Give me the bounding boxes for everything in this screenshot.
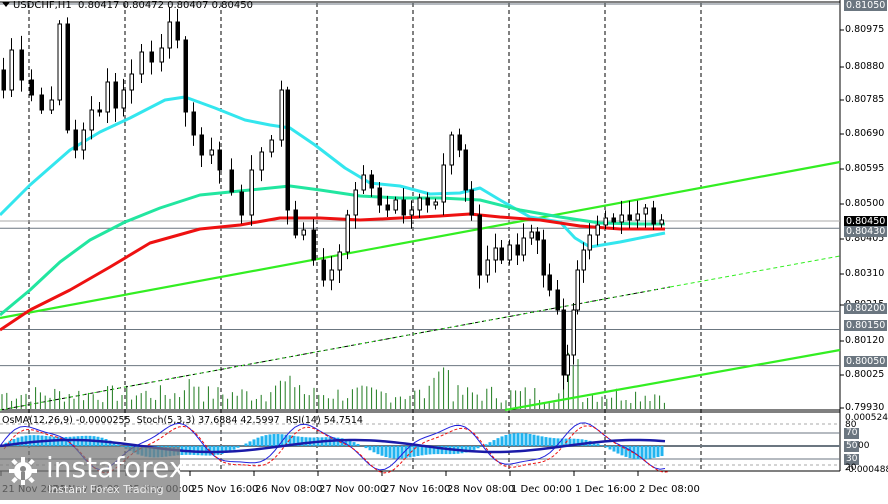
price-tag: 0.80430 bbox=[844, 226, 888, 237]
price-tick: 0.80595 bbox=[845, 163, 885, 174]
price-tick: 0.80120 bbox=[845, 335, 885, 346]
osma-label: OsMA(12,26,9) -0.0000255 bbox=[2, 415, 131, 426]
price-tick: 0.80880 bbox=[845, 61, 885, 72]
indicator-level-label: 30 bbox=[844, 454, 860, 465]
indicator-header: OsMA(12,26,9) -0.0000255 Stoch(5,3,3) 37… bbox=[2, 415, 363, 426]
time-tick: 27 Nov 00:00 bbox=[319, 484, 387, 495]
price-tag: 0.81050 bbox=[844, 0, 888, 11]
indicator-level-label: 50 bbox=[844, 441, 860, 452]
time-tick: 26 Nov 08:00 bbox=[255, 484, 323, 495]
time-tick: 1 Dec 16:00 bbox=[575, 484, 636, 495]
rsi-label: RSI(14) 54.7514 bbox=[285, 415, 363, 426]
price-tag: 0.80150 bbox=[844, 320, 888, 331]
indicator-level-label: 80 bbox=[845, 420, 857, 430]
price-tag: 0.80200 bbox=[844, 303, 888, 314]
time-tick: 1 Dec 00:00 bbox=[511, 484, 572, 495]
indicator-level-label: 0.0005246 bbox=[845, 413, 888, 423]
price-tick: 0.80785 bbox=[845, 94, 885, 105]
price-tick: 0.79930 bbox=[845, 402, 885, 413]
logo-tagline: Instant Forex Trading bbox=[48, 483, 164, 496]
time-tick: 25 Nov 16:00 bbox=[191, 484, 259, 495]
ohlc-values: 0.80417 0.80472 0.80407 0.80450 bbox=[78, 0, 253, 11]
price-tick: 0.80405 bbox=[845, 233, 885, 244]
logo-name: instaforex bbox=[46, 451, 186, 484]
chart-title: USDCHF,H1 0.80417 0.80472 0.80407 0.8045… bbox=[2, 0, 253, 11]
gear-logo-icon bbox=[9, 457, 37, 485]
time-tick: 28 Nov 08:00 bbox=[447, 484, 515, 495]
price-tick: 0.80975 bbox=[845, 24, 885, 35]
price-tag: 0.80450 bbox=[844, 216, 888, 227]
time-tick: 27 Nov 16:00 bbox=[383, 484, 451, 495]
price-tick: 0.80690 bbox=[845, 128, 885, 139]
symbol-label: USDCHF,H1 bbox=[13, 0, 72, 11]
price-tick: 0.80025 bbox=[845, 369, 885, 380]
indicator-level-label: 20 bbox=[845, 463, 857, 473]
price-tick: 0.80310 bbox=[845, 268, 885, 279]
time-tick: 2 Dec 08:00 bbox=[639, 484, 700, 495]
price-tick: 0.80500 bbox=[845, 198, 885, 209]
indicator-level-label: -0.000488 bbox=[845, 465, 888, 475]
price-tag: 0.80050 bbox=[844, 356, 888, 367]
indicator-level-label: 70 bbox=[844, 428, 860, 439]
indicator-level-label: 00 bbox=[858, 441, 870, 451]
instaforex-logo: instaforex Instant Forex Trading bbox=[0, 447, 185, 500]
collapse-triangle-icon[interactable] bbox=[2, 2, 10, 7]
stoch-label: Stoch(5,3,3) 37.6884 42.5997 bbox=[136, 415, 280, 426]
